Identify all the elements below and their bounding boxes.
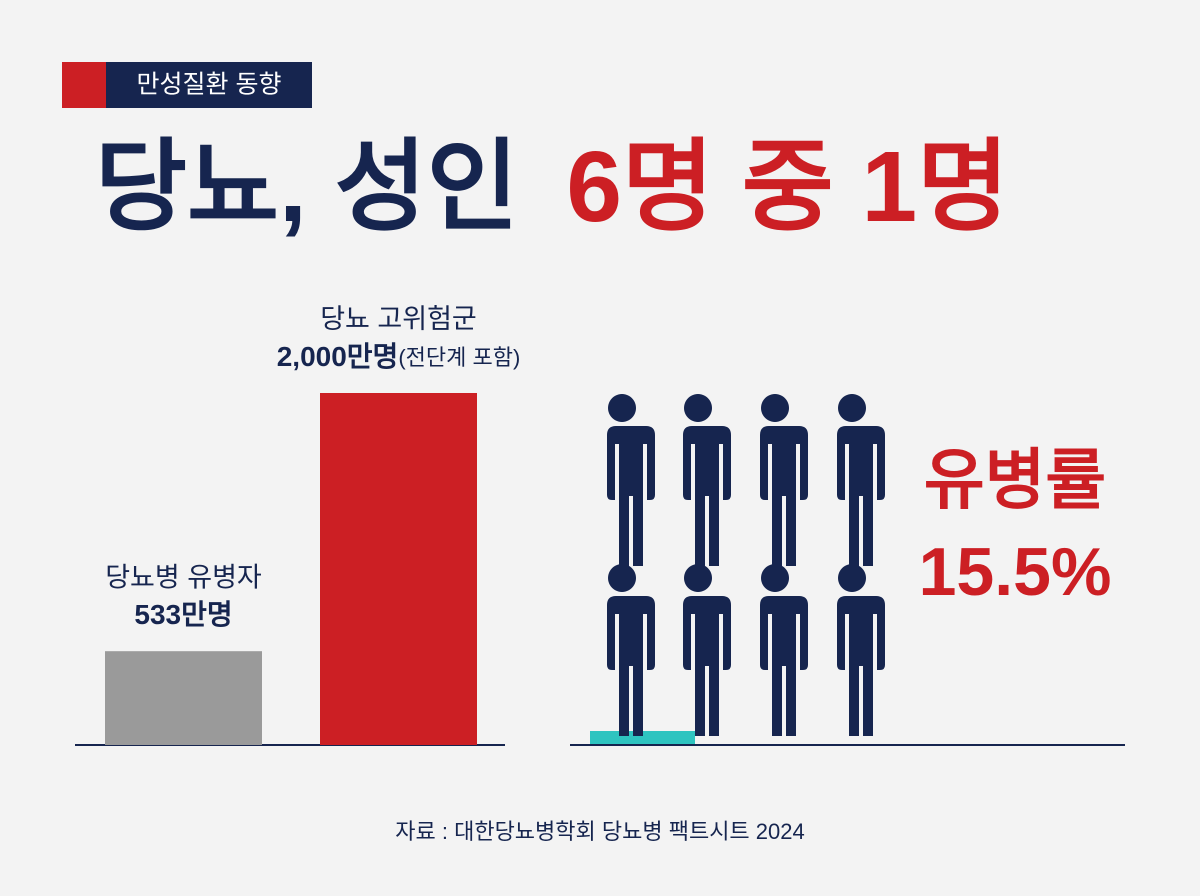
bar-chart: 당뇨병 유병자 533만명 당뇨 고위험군 2,000만명(전단계 포함) xyxy=(105,304,520,745)
badge: 만성질환 동향 xyxy=(137,71,282,99)
value-note: (전단계 포함) xyxy=(398,345,520,370)
title: 당뇨, 성인 6명 중 1명 xyxy=(95,131,1009,243)
title-main: 당뇨, 성인 xyxy=(95,131,519,243)
value-label-group: 533만명 xyxy=(134,600,232,631)
rate-label: 유병률 xyxy=(924,442,1106,516)
accent-bar xyxy=(590,731,695,744)
category-label: 당뇨 고위험군 xyxy=(320,304,477,334)
source: 자료 : 대한당뇨병학회 당뇨병 팩트시트 2024 xyxy=(395,819,804,844)
rate-value: 15.5% xyxy=(919,534,1112,610)
badge-box xyxy=(106,62,312,108)
badge-marker xyxy=(62,62,106,108)
bar xyxy=(320,393,477,745)
value-label: 533만명 xyxy=(134,600,232,631)
bar xyxy=(105,651,262,745)
value-label: 2,000만명 xyxy=(277,341,399,372)
value-label-group: 2,000만명(전단계 포함) xyxy=(277,341,521,372)
pictogram: 유병률 15.5% xyxy=(598,394,1111,736)
title-highlight: 6명 중 1명 xyxy=(566,131,1009,243)
category-label: 당뇨병 유병자 xyxy=(105,562,262,592)
